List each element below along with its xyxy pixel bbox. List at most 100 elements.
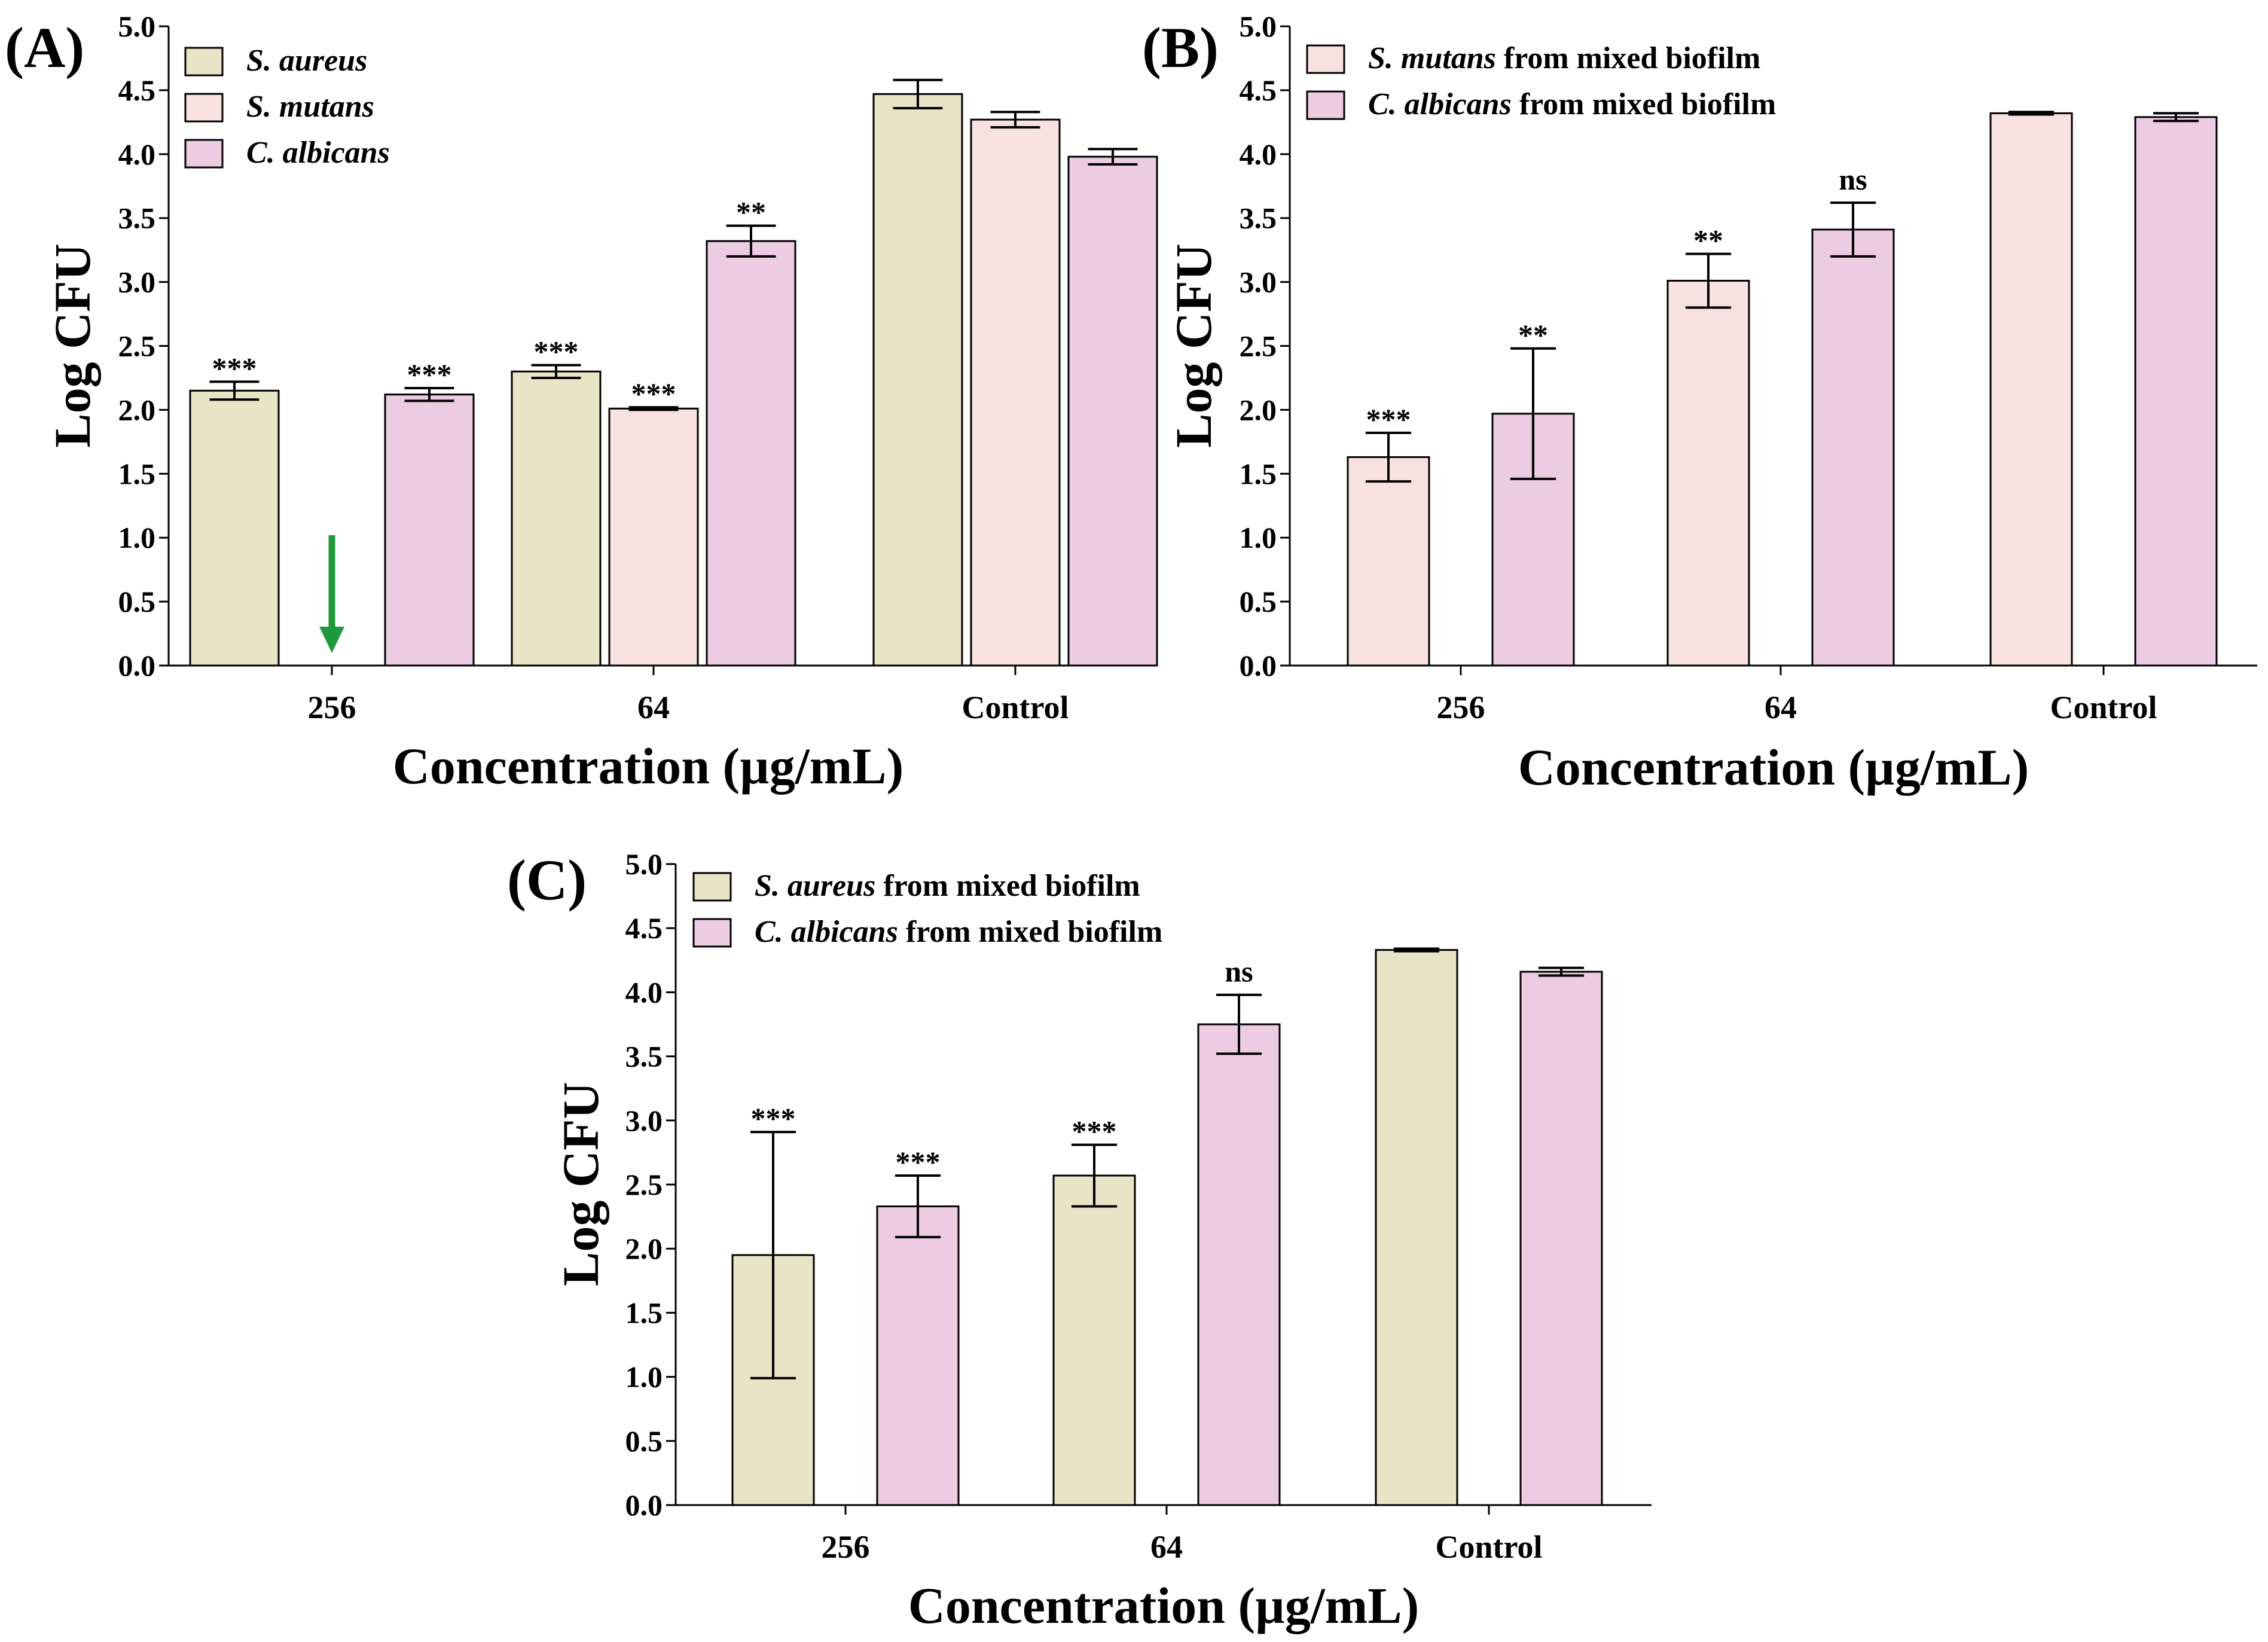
significance-label: ns bbox=[1839, 163, 1867, 196]
x-tick-label: 256 bbox=[822, 1529, 870, 1565]
y-tick-label: 3.5 bbox=[1240, 202, 1277, 235]
significance-label: ** bbox=[736, 196, 766, 229]
error-bar bbox=[1393, 947, 1440, 953]
y-tick-label: 2.0 bbox=[625, 1232, 663, 1265]
legend-label: S. mutans from mixed biofilm bbox=[1368, 41, 1760, 75]
bar bbox=[189, 389, 280, 667]
y-tick-label: 1.0 bbox=[118, 521, 156, 554]
error-bar bbox=[1088, 148, 1138, 166]
y-tick-label: 4.5 bbox=[1240, 74, 1277, 107]
bar bbox=[1811, 228, 1895, 667]
y-tick-label: 2.0 bbox=[118, 393, 156, 426]
error-bar bbox=[2008, 111, 2055, 116]
error-bar bbox=[750, 1131, 796, 1379]
legend-species: C. albicans bbox=[755, 915, 898, 949]
bar bbox=[1197, 1023, 1281, 1506]
legend-label: S. aureus bbox=[246, 44, 367, 78]
legend-label: S. mutans bbox=[246, 90, 374, 124]
x-tick-label: 64 bbox=[637, 689, 670, 725]
legend-swatch bbox=[1306, 90, 1345, 120]
y-tick-label: 1.5 bbox=[1240, 457, 1277, 490]
error-bar bbox=[1216, 993, 1262, 1055]
y-tick-label: 1.0 bbox=[625, 1360, 663, 1394]
error-bar bbox=[404, 387, 454, 402]
error-bar bbox=[1365, 431, 1412, 483]
x-axis-label: Concentration (µg/mL) bbox=[1518, 738, 2029, 796]
y-tick-label: 5.0 bbox=[118, 10, 156, 43]
error-bar bbox=[209, 380, 260, 401]
y-tick-label: 3.0 bbox=[118, 265, 156, 299]
y-axis-label: Log CFU bbox=[1165, 243, 1222, 448]
no-growth-arrow-icon bbox=[319, 535, 344, 653]
y-tick-label: 2.5 bbox=[1240, 329, 1277, 363]
x-tick-label: 64 bbox=[1150, 1529, 1183, 1565]
legend-species: S. mutans bbox=[246, 90, 374, 124]
legend-swatch bbox=[184, 139, 224, 169]
x-axis-label: Concentration (µg/mL) bbox=[393, 737, 904, 795]
bar bbox=[384, 393, 475, 667]
bar bbox=[970, 118, 1061, 667]
significance-label: *** bbox=[534, 335, 579, 368]
y-tick-label: 4.5 bbox=[625, 911, 663, 945]
significance-label: *** bbox=[407, 358, 452, 391]
bar bbox=[876, 1205, 960, 1506]
arrow-head bbox=[319, 627, 344, 653]
y-tick-label: 2.5 bbox=[625, 1168, 663, 1201]
legend-suffix: from mixed biofilm bbox=[898, 915, 1162, 949]
legend-suffix: from mixed biofilm bbox=[1496, 41, 1760, 75]
y-tick-label: 3.5 bbox=[118, 202, 156, 235]
legend-swatch bbox=[184, 47, 224, 77]
y-tick-label: 5.0 bbox=[1240, 10, 1277, 43]
legend-swatch bbox=[1306, 44, 1345, 74]
x-tick-label: Control bbox=[2050, 689, 2157, 725]
bar bbox=[1347, 456, 1430, 667]
error-bar bbox=[628, 406, 679, 411]
x-tick-label: 256 bbox=[1437, 689, 1485, 725]
bar bbox=[511, 370, 602, 667]
bar bbox=[1052, 1174, 1136, 1506]
y-tick-label: 1.5 bbox=[625, 1296, 663, 1329]
bar bbox=[2134, 116, 2218, 667]
legend-species: C. albicans bbox=[246, 136, 390, 170]
y-tick-label: 4.5 bbox=[118, 74, 156, 107]
y-tick-label: 3.0 bbox=[625, 1104, 663, 1137]
y-tick-label: 4.0 bbox=[625, 975, 663, 1009]
bar bbox=[872, 93, 963, 667]
legend-suffix: from mixed biofilm bbox=[875, 869, 1140, 903]
y-tick-label: 4.0 bbox=[1240, 138, 1277, 171]
y-axis-label: Log CFU bbox=[44, 243, 101, 448]
error-bar bbox=[726, 224, 776, 258]
significance-label: *** bbox=[1072, 1115, 1117, 1148]
bar bbox=[1666, 279, 1750, 667]
x-axis-label: Concentration (µg/mL) bbox=[908, 1577, 1420, 1634]
legend-swatch bbox=[692, 918, 732, 948]
bar bbox=[1519, 970, 1603, 1506]
panel-label: (C) bbox=[507, 848, 587, 912]
error-bar bbox=[1510, 347, 1556, 480]
bar bbox=[1375, 949, 1458, 1506]
y-tick-label: 1.0 bbox=[1240, 521, 1277, 554]
bar bbox=[1989, 112, 2073, 667]
chart-panel-c: (C) 0.0 0.5 1.0 1.5 2.0 2.5 3.0 3.5 4.0 4.5 5.0 256 6… bbox=[507, 847, 1652, 1634]
error-bar bbox=[2153, 112, 2199, 123]
legend-species: S. aureus bbox=[755, 869, 875, 903]
y-tick-label: 0.0 bbox=[1240, 649, 1277, 682]
legend-species: S. aureus bbox=[246, 44, 367, 78]
x-tick-label: Control bbox=[961, 689, 1069, 725]
error-bar bbox=[1830, 202, 1876, 258]
x-tick-label: Control bbox=[1435, 1529, 1542, 1565]
y-tick-label: 4.0 bbox=[118, 138, 156, 171]
chart-panel-a: (A) 0.0 0.5 1.0 1.5 2.0 2.5 3.0 3.5 4.0 4.5 5.0 256 6… bbox=[5, 10, 1158, 795]
y-tick-label: 1.5 bbox=[118, 457, 156, 490]
y-tick-label: 5.0 bbox=[625, 847, 663, 881]
bar bbox=[706, 240, 796, 667]
significance-label: *** bbox=[1366, 402, 1411, 436]
error-bar bbox=[1071, 1143, 1118, 1208]
chart-panel-b: (B) 0.0 0.5 1.0 1.5 2.0 2.5 3.0 3.5 4.0 4.5 5.0 256 6… bbox=[1142, 10, 2257, 796]
legend-label: C. albicans from mixed biofilm bbox=[1368, 87, 1776, 121]
y-tick-label: 3.0 bbox=[1240, 265, 1277, 299]
legend-label: C. albicans from mixed biofilm bbox=[755, 915, 1162, 949]
y-tick-label: 0.5 bbox=[625, 1424, 663, 1458]
bar bbox=[1067, 155, 1158, 667]
